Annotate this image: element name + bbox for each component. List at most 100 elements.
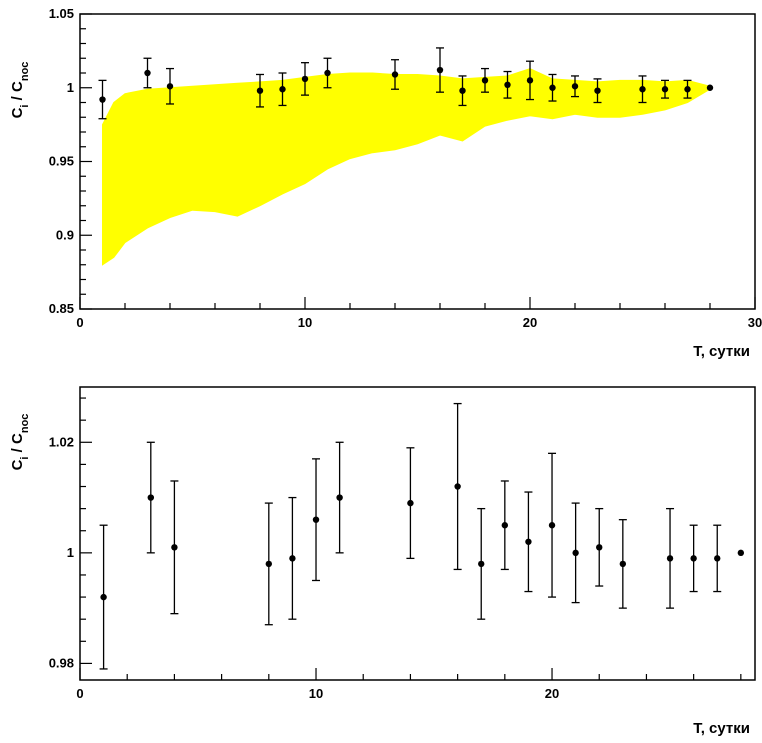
point-marker bbox=[171, 544, 178, 551]
y-tick-label: 0.98 bbox=[49, 655, 74, 670]
point-marker bbox=[459, 87, 466, 94]
plot-frame bbox=[79, 386, 756, 681]
point-marker bbox=[481, 77, 489, 84]
point-marker bbox=[144, 69, 151, 77]
point-marker bbox=[526, 77, 534, 84]
data-point bbox=[453, 402, 462, 571]
data-point bbox=[436, 47, 444, 93]
data-point bbox=[503, 70, 512, 99]
plot-panel-2: 0.98 1 1.02 0 10 20 Ci / Cnoc T, сутки bbox=[9, 386, 756, 737]
data-point bbox=[666, 507, 675, 609]
y-label-sub-i: i bbox=[19, 105, 31, 108]
y-label-sep: / C bbox=[9, 81, 26, 105]
data-point bbox=[706, 84, 714, 91]
point-marker bbox=[279, 86, 286, 93]
point-marker bbox=[501, 522, 509, 529]
y-label-sub-i: i bbox=[19, 457, 31, 460]
point-marker bbox=[312, 516, 320, 523]
data-point bbox=[661, 79, 669, 99]
data-point bbox=[595, 507, 604, 587]
y-label-main: C bbox=[9, 107, 26, 118]
x-tick-label: 0 bbox=[76, 315, 83, 330]
point-marker bbox=[336, 494, 343, 501]
data-point bbox=[526, 60, 534, 101]
uncertainty-band bbox=[102, 68, 711, 266]
data-point bbox=[548, 452, 557, 598]
data-point bbox=[301, 62, 309, 96]
point-marker bbox=[289, 555, 296, 562]
y-label-sub-noc: noc bbox=[19, 62, 31, 82]
point-marker bbox=[99, 96, 106, 103]
point-marker bbox=[391, 71, 399, 78]
data-point bbox=[500, 480, 509, 571]
data-point bbox=[713, 524, 722, 593]
data-point bbox=[391, 59, 399, 90]
data-point bbox=[683, 79, 692, 99]
y-label-main: C bbox=[9, 459, 26, 470]
data-point bbox=[323, 57, 332, 89]
point-marker bbox=[436, 66, 444, 74]
x-tick-label: 20 bbox=[545, 686, 559, 701]
data-point bbox=[256, 73, 264, 108]
data-point bbox=[638, 75, 647, 104]
point-marker bbox=[504, 81, 511, 89]
data-point bbox=[264, 502, 273, 626]
data-point bbox=[143, 57, 152, 89]
data-point bbox=[166, 67, 174, 105]
x-axis-label: T, сутки bbox=[693, 343, 750, 360]
point-marker bbox=[407, 499, 414, 507]
y-axis-label: Ci / Cnoc bbox=[9, 62, 31, 119]
data-point bbox=[312, 458, 321, 582]
data-point bbox=[170, 480, 179, 615]
point-marker bbox=[324, 69, 331, 77]
data-point bbox=[524, 491, 533, 593]
point-marker bbox=[596, 544, 603, 551]
y-tick-label: 1.05 bbox=[49, 6, 74, 21]
point-marker bbox=[571, 83, 579, 90]
y-tick-label: 1 bbox=[67, 80, 74, 95]
x-tick-label: 10 bbox=[309, 686, 323, 701]
x-tick-label: 20 bbox=[523, 315, 537, 330]
point-marker bbox=[301, 75, 309, 83]
point-marker bbox=[100, 593, 107, 601]
point-marker bbox=[706, 84, 714, 91]
point-marker bbox=[666, 555, 674, 562]
data-point bbox=[481, 67, 489, 93]
point-marker bbox=[639, 86, 646, 93]
point-marker bbox=[166, 83, 174, 90]
data-point bbox=[571, 75, 579, 98]
y-axis-label: Ci / Cnoc bbox=[9, 414, 31, 471]
x-tick-label: 10 bbox=[298, 315, 312, 330]
point-marker bbox=[714, 555, 721, 562]
point-marker bbox=[549, 84, 556, 91]
point-marker bbox=[454, 483, 461, 490]
data-point bbox=[737, 549, 745, 557]
data-point bbox=[593, 78, 602, 104]
data-point bbox=[689, 524, 698, 593]
data-point bbox=[548, 73, 557, 102]
point-marker bbox=[147, 494, 155, 501]
data-point bbox=[458, 75, 467, 107]
data-point bbox=[335, 441, 344, 554]
point-marker bbox=[661, 86, 669, 93]
point-marker bbox=[684, 86, 691, 93]
data-point bbox=[278, 72, 287, 107]
y-tick-label: 0.9 bbox=[56, 227, 74, 242]
data-point bbox=[98, 79, 107, 120]
plot-panel-1: 0.85 0.9 0.95 1 1.05 0 10 20 30 Ci / Cnoc T, сутки bbox=[9, 6, 762, 360]
data-point bbox=[571, 502, 580, 604]
x-tick-label: 30 bbox=[748, 315, 762, 330]
y-tick-label: 0.85 bbox=[49, 301, 74, 316]
point-marker bbox=[265, 560, 273, 568]
point-marker bbox=[690, 555, 697, 562]
point-marker bbox=[572, 549, 579, 557]
data-point bbox=[146, 441, 155, 554]
data-point bbox=[99, 524, 108, 670]
y-label-sep: / C bbox=[9, 433, 26, 457]
point-marker bbox=[256, 87, 264, 94]
y-label-sub-noc: noc bbox=[19, 414, 31, 434]
data-point bbox=[288, 496, 297, 620]
point-marker bbox=[619, 560, 627, 568]
data-point bbox=[477, 507, 486, 620]
